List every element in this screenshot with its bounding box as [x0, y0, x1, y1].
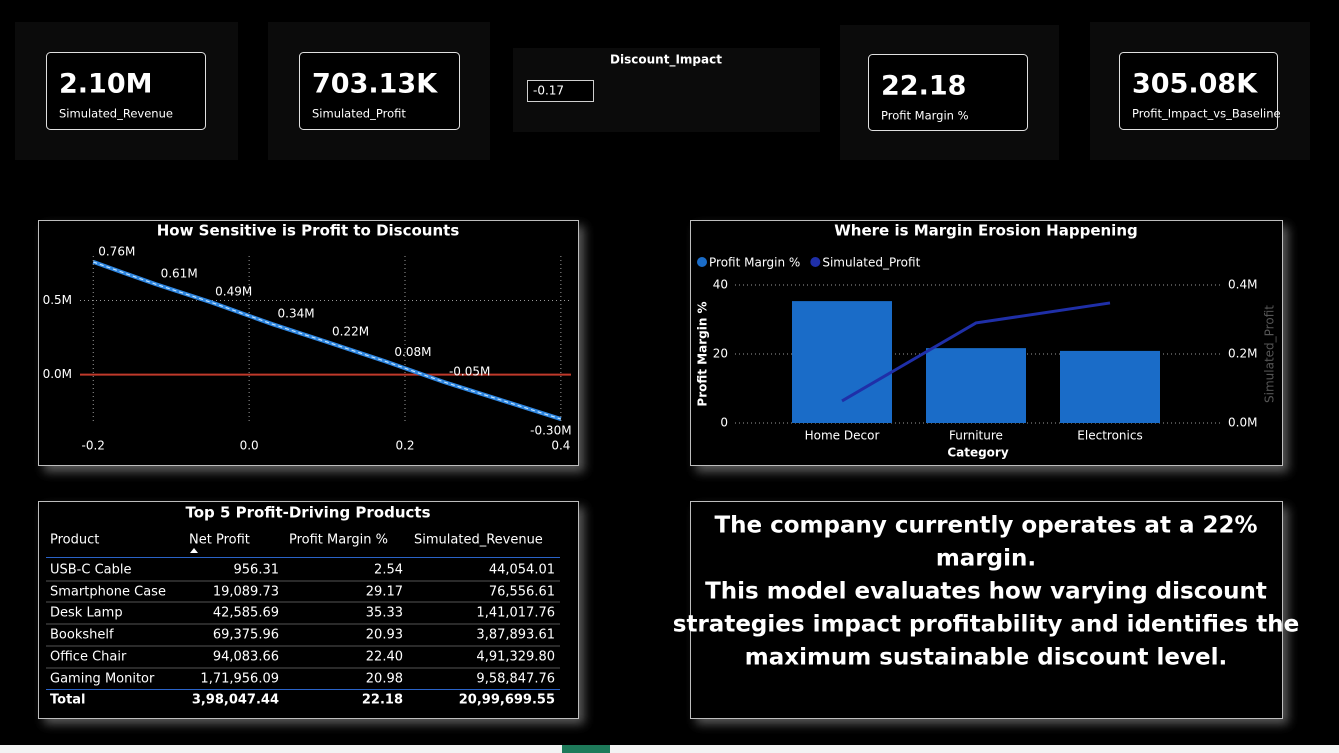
bar[interactable] [792, 301, 892, 423]
data-label: 0.08M [394, 345, 431, 359]
column-header[interactable]: Simulated_Revenue [414, 533, 543, 548]
legend-label[interactable]: Simulated_Profit [822, 256, 920, 270]
table-cell: 1,41,017.76 [476, 606, 555, 621]
kpi-card [299, 52, 460, 130]
column-header[interactable]: Profit Margin % [289, 533, 388, 548]
y-tick-label: 20 [713, 347, 728, 361]
table-total: Total [50, 693, 86, 708]
table-cell: 35.33 [366, 606, 403, 621]
table-cell: 19,089.73 [213, 585, 279, 600]
status-bar [0, 745, 1339, 753]
chart-panel [690, 220, 1283, 466]
table-cell: Desk Lamp [50, 606, 123, 621]
y-tick-label: 0 [720, 416, 728, 430]
line [841, 301, 1111, 403]
table-cell: 1,71,956.09 [200, 672, 279, 687]
table-cell: 9,58,847.76 [476, 672, 555, 687]
kpi-value: 22.18 [881, 71, 966, 102]
column-header: Product [50, 533, 99, 548]
slicer-title: Discount_Impact [610, 53, 722, 68]
kpi-value: 703.13K [312, 69, 438, 100]
table-cell: 2.54 [374, 563, 403, 578]
table-total: 3,98,047.44 [192, 693, 279, 708]
sort-arrow[interactable] [190, 548, 198, 553]
slicer-input[interactable] [527, 80, 594, 102]
kpi-label: Simulated_Revenue [59, 107, 173, 121]
table-total: 22.18 [362, 693, 403, 708]
chart-title: How Sensitive is Profit to Discounts [157, 222, 460, 240]
y-tick-label: 40 [713, 278, 728, 292]
table-cell: 29.17 [366, 585, 403, 600]
data-label: 0.22M [332, 324, 369, 338]
kpi-value: 305.08K [1132, 69, 1258, 100]
table-cell: Bookshelf [50, 628, 114, 643]
kpi-value: 2.10M [59, 69, 153, 100]
chart-panel [38, 220, 579, 466]
y2-tick-label: 0.4M [1228, 278, 1257, 292]
profit-line-dash [93, 261, 562, 420]
chart-title: Where is Margin Erosion Happening [834, 222, 1138, 240]
table-cell: 69,375.96 [213, 628, 279, 643]
table-cell: 42,585.69 [213, 606, 279, 621]
x-tick-label: Electronics [1077, 429, 1142, 443]
x-axis-title: Category [947, 446, 1009, 460]
text-panel [690, 501, 1283, 719]
table-cell: 20.93 [366, 628, 403, 643]
x-tick-label: 0.2 [395, 439, 414, 453]
kpi-label: Profit_Impact_vs_Baseline [1132, 107, 1281, 121]
x-tick-label: Furniture [949, 429, 1003, 443]
status-tab[interactable] [562, 745, 610, 753]
data-label: 0.76M [98, 244, 135, 258]
y-axis-title: Profit Margin % [696, 301, 710, 406]
column-header[interactable]: Net Profit [189, 533, 250, 548]
kpi-card [1119, 52, 1278, 130]
story-line: strategies impact profitability and iden… [673, 612, 1299, 638]
data-label: -0.30M [530, 424, 571, 438]
data-label: 0.49M [215, 284, 252, 298]
table-cell: 22.40 [366, 650, 403, 665]
table-title: Top 5 Profit-Driving Products [185, 504, 430, 522]
table-cell: Gaming Monitor [50, 672, 155, 687]
x-tick-label: -0.2 [82, 439, 105, 453]
table-cell: USB-C Cable [50, 563, 132, 578]
table-cell: 44,054.01 [489, 563, 555, 578]
table-cell: 94,083.66 [213, 650, 279, 665]
table-cell: Smartphone Case [50, 585, 166, 600]
story-line: margin. [936, 546, 1036, 572]
table-panel [38, 501, 579, 719]
data-label: -0.05M [449, 364, 490, 378]
table-cell: 4,91,329.80 [476, 650, 555, 665]
legend-label[interactable]: Profit Margin % [709, 256, 800, 270]
table-total: 20,99,699.55 [459, 693, 555, 708]
story-line: maximum sustainable discount level. [745, 645, 1227, 671]
table-cell: Office Chair [50, 650, 127, 665]
slicer-value[interactable]: -0.17 [533, 84, 564, 98]
y2-tick-label: 0.2M [1228, 347, 1257, 361]
y2-axis-title: Simulated_Profit [1263, 305, 1277, 403]
y-tick-label: 0.5M [43, 293, 72, 307]
bar[interactable] [1060, 350, 1160, 423]
legend-dot[interactable] [697, 257, 707, 267]
kpi-card [868, 54, 1028, 131]
y-tick-label: 0.0M [43, 367, 72, 381]
y2-tick-label: 0.0M [1228, 416, 1257, 430]
x-tick-label: Home Decor [805, 429, 880, 443]
x-tick-label: 0.4 [551, 439, 570, 453]
kpi-card [46, 52, 206, 130]
story-line: The company currently operates at a 22% [714, 513, 1257, 539]
table-cell: 3,87,893.61 [476, 628, 555, 643]
table-cell: 20.98 [366, 672, 403, 687]
kpi-label: Simulated_Profit [312, 107, 406, 121]
kpi-label: Profit Margin % [881, 109, 969, 123]
table-cell: 76,556.61 [489, 585, 555, 600]
table-cell: 956.31 [234, 563, 280, 578]
story-line: This model evaluates how varying discoun… [705, 579, 1267, 605]
bar[interactable] [926, 348, 1026, 423]
legend-dot[interactable] [810, 257, 821, 267]
x-tick-label: 0.0 [240, 439, 259, 453]
data-label: 0.61M [161, 267, 198, 281]
data-label: 0.34M [278, 307, 315, 321]
